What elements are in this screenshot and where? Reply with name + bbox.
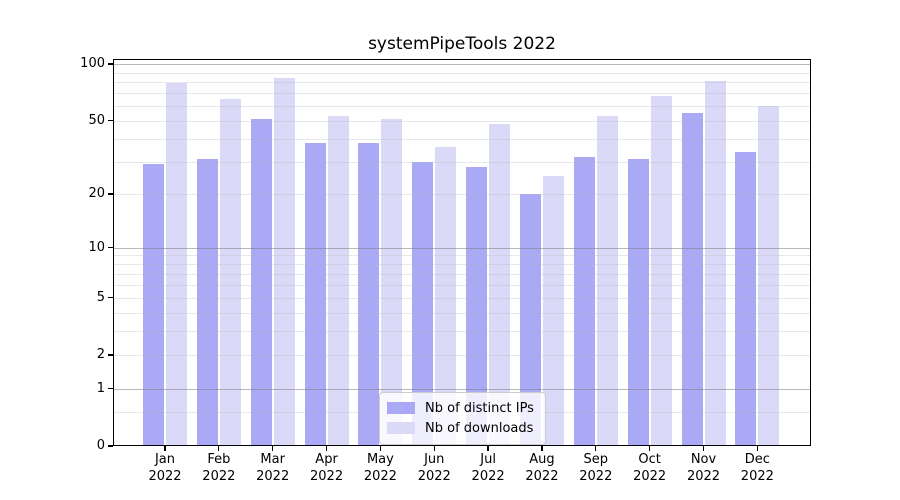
y-axis-tick (108, 193, 113, 195)
grid-line-minor (113, 284, 811, 286)
grid-line-minor (113, 82, 811, 84)
bar-distinct-ips (627, 159, 649, 446)
x-axis-tick-label: Mar 2022 (256, 452, 290, 484)
y-axis-tick-label: 100 (80, 56, 105, 71)
grid-line-minor (113, 72, 811, 74)
y-axis-tick-label: 20 (88, 186, 105, 201)
bar-distinct-ips (519, 194, 541, 446)
bar-downloads (489, 123, 511, 446)
grid-line-minor (113, 138, 811, 140)
legend-swatch-downloads (387, 422, 415, 434)
x-axis-tick-label: Aug 2022 (525, 452, 559, 484)
bar-distinct-ips (196, 159, 218, 446)
bar-downloads (166, 83, 187, 446)
x-axis-tick (272, 446, 274, 451)
plot-area: Nb of distinct IPs Nb of downloads (113, 59, 811, 446)
x-axis-tick (649, 446, 651, 451)
bar-distinct-ips (573, 156, 595, 446)
grid-line-minor (113, 264, 811, 266)
y-axis-tick (108, 354, 113, 356)
grid-line-major (113, 64, 811, 65)
x-axis-tick-label: Apr 2022 (310, 452, 344, 484)
bar-distinct-ips (681, 112, 703, 446)
legend-label-downloads: Nb of downloads (425, 420, 534, 436)
legend-item-downloads: Nb of downloads (387, 418, 534, 438)
y-axis-tick (108, 445, 113, 447)
grid-line-minor (113, 120, 811, 122)
x-axis-tick-label: May 2022 (363, 452, 397, 484)
y-axis-tick-label: 10 (88, 239, 105, 255)
grid-line-minor (113, 161, 811, 163)
y-axis-tick (108, 63, 113, 65)
x-axis-tick (164, 446, 166, 451)
bar-distinct-ips (466, 167, 488, 446)
x-axis-tick-label: Nov 2022 (686, 452, 721, 484)
x-axis-tick (702, 446, 705, 451)
x-axis-tick-label: Jan 2022 (148, 452, 182, 484)
bar-downloads (219, 99, 241, 446)
legend: Nb of distinct IPs Nb of downloads (379, 392, 546, 445)
x-axis-tick-label: Jul 2022 (471, 452, 505, 484)
legend-swatch-distinct-ips (387, 402, 415, 414)
x-axis-tick (756, 446, 758, 451)
x-axis-tick-label: Jun 2022 (417, 452, 451, 484)
y-axis-tick-label: 50 (88, 112, 105, 128)
legend-label-distinct-ips: Nb of distinct IPs (425, 400, 534, 416)
bars-layer (113, 59, 811, 446)
bar-distinct-ips (304, 142, 326, 446)
bar-downloads (327, 115, 349, 446)
grid-line-major (113, 247, 811, 249)
legend-item-distinct-ips: Nb of distinct IPs (387, 398, 534, 418)
y-axis-tick-label: 1 (96, 380, 105, 396)
grid-layer (113, 59, 811, 446)
bar-downloads (596, 115, 618, 446)
grid-line-minor (113, 355, 811, 357)
grid-line-minor (113, 105, 811, 107)
grid-line-minor (113, 255, 811, 257)
x-axis-tick (325, 446, 328, 451)
bar-distinct-ips (412, 161, 434, 446)
bar-distinct-ips (735, 151, 757, 446)
x-axis-tick-label: Feb 2022 (202, 452, 236, 484)
bar-downloads (542, 176, 564, 446)
chart-title: systemPipeTools 2022 (368, 34, 556, 54)
x-axis-tick-label: Sep 2022 (579, 452, 613, 484)
y-axis-tick (108, 297, 113, 299)
y-axis-tick (108, 119, 113, 122)
grid-line-minor (113, 194, 811, 195)
x-axis-tick (379, 446, 382, 451)
bar-downloads (650, 95, 672, 446)
bar-downloads (273, 78, 295, 446)
x-axis-tick (218, 446, 220, 451)
x-axis-tick-label: Oct 2022 (633, 452, 667, 484)
bar-downloads (435, 147, 457, 446)
x-axis-tick (487, 446, 489, 451)
bar-downloads (758, 105, 780, 446)
grid-line-minor (113, 273, 811, 275)
grid-line-major (113, 388, 811, 390)
y-axis-tick-label: 2 (96, 347, 105, 363)
grid-line-minor (113, 312, 811, 314)
y-axis-tick-label: 5 (96, 289, 105, 305)
bar-downloads (381, 118, 403, 446)
grid-line-minor (113, 331, 811, 333)
y-axis-tick-label: 0 (96, 438, 105, 453)
grid-line-minor (113, 93, 811, 95)
y-axis-tick (108, 246, 113, 249)
bar-distinct-ips (250, 118, 272, 446)
grid-line-minor (113, 297, 811, 299)
bar-distinct-ips (143, 164, 164, 446)
x-axis-tick (433, 446, 435, 451)
x-axis-tick (595, 446, 597, 451)
x-axis-tick-label: Dec 2022 (740, 452, 774, 484)
x-axis-tick (541, 446, 543, 451)
bar-downloads (704, 81, 726, 446)
y-axis-tick (108, 387, 113, 390)
bar-distinct-ips (358, 142, 380, 446)
